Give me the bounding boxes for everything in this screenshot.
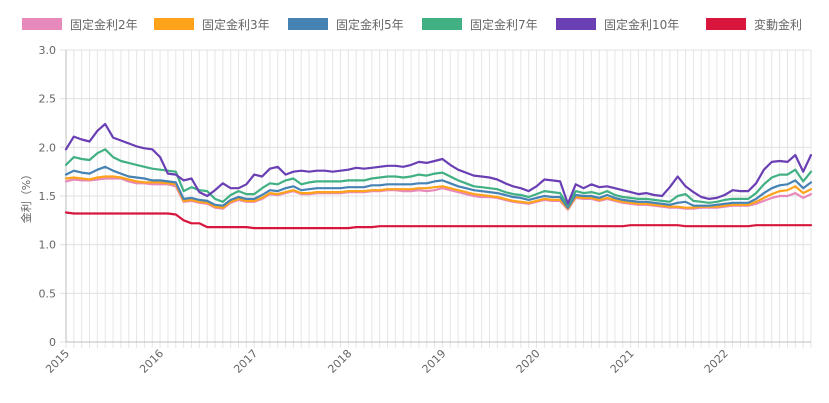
x-tick-label: 2020 — [514, 347, 543, 376]
y-tick-label: 2.5 — [39, 93, 57, 106]
axes: 0 0.5 1.0 1.5 2.0 2.5 3.0 2015 2016 2017 2018 2019 2… — [39, 44, 811, 376]
x-tick-label: 2021 — [608, 347, 637, 376]
series-lines — [64, 122, 813, 230]
legend-label: 固定金利7年 — [470, 17, 538, 32]
legend-swatch — [288, 18, 328, 30]
legend-label: 変動金利 — [754, 17, 803, 32]
legend-swatch — [22, 18, 62, 30]
x-tick-label: 2017 — [231, 347, 260, 376]
legend-swatch — [422, 18, 462, 30]
legend-label: 固定金利2年 — [70, 17, 138, 32]
y-tick-label: 1.5 — [39, 190, 57, 203]
series-line-5 — [64, 211, 813, 230]
series-line-4 — [64, 122, 813, 205]
y-tick-label: 0 — [49, 336, 56, 349]
legend-label: 固定金利10年 — [604, 17, 680, 32]
y-axis-title: 金利（%） — [19, 169, 33, 223]
legend-item[interactable]: 固定金利3年 — [154, 16, 270, 32]
legend-item[interactable]: 変動金利 — [706, 16, 802, 32]
legend-item[interactable]: 固定金利7年 — [422, 16, 538, 32]
legend-item[interactable]: 固定金利10年 — [556, 16, 679, 32]
series-line-2 — [64, 165, 813, 209]
legend-swatch — [706, 18, 746, 30]
series-line-1 — [64, 175, 813, 210]
y-tick-label: 3.0 — [39, 44, 57, 57]
x-tick-label: 2015 — [43, 347, 72, 376]
y-tick-label: 1.0 — [39, 239, 57, 252]
y-tick-label: 0.5 — [39, 287, 57, 300]
x-tick-label: 2016 — [137, 347, 166, 376]
x-tick-label: 2018 — [325, 347, 354, 376]
legend-label: 固定金利5年 — [336, 17, 404, 32]
legend-label: 固定金利3年 — [202, 17, 270, 32]
legend-item[interactable]: 固定金利5年 — [288, 16, 404, 32]
legend: 固定金利2年 固定金利3年 固定金利5年 固定金利7年 固定金利10年 変動金利 — [0, 8, 829, 38]
legend-swatch — [556, 18, 596, 30]
y-tick-label: 2.0 — [39, 141, 57, 154]
series-line-3 — [64, 148, 813, 207]
x-tick-label: 2022 — [702, 347, 731, 376]
grid — [60, 49, 812, 348]
legend-item[interactable]: 固定金利2年 — [22, 16, 138, 32]
legend-swatch — [154, 18, 194, 30]
x-tick-label: 2019 — [420, 347, 449, 376]
